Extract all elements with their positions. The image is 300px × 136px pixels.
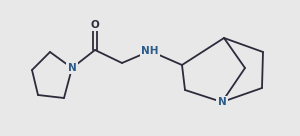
- Text: O: O: [91, 20, 99, 30]
- Text: NH: NH: [141, 46, 159, 56]
- Text: N: N: [68, 63, 76, 73]
- Text: N: N: [218, 97, 226, 107]
